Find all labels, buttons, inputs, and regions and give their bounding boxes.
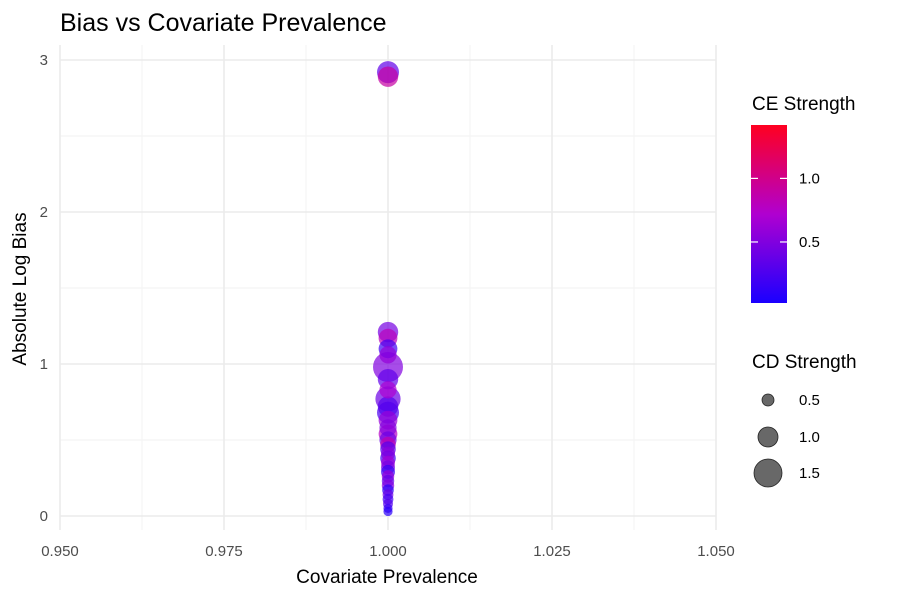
size-legend-key bbox=[753, 458, 783, 488]
color-legend: CE Strength 0.5 1.0 bbox=[751, 94, 856, 303]
data-points bbox=[373, 61, 403, 517]
size-legend-title: CD Strength bbox=[752, 352, 857, 373]
color-legend-label: 1.0 bbox=[799, 170, 820, 187]
y-axis-title: Absolute Log Bias bbox=[10, 212, 31, 365]
size-legend-label: 1.0 bbox=[799, 429, 820, 446]
color-legend-ticks: 0.5 1.0 bbox=[751, 170, 820, 251]
y-tick-label: 0 bbox=[40, 508, 48, 525]
size-legend-label: 0.5 bbox=[799, 392, 820, 409]
x-tick-label: 1.025 bbox=[533, 543, 571, 560]
x-tick-label: 0.950 bbox=[41, 543, 79, 560]
data-point bbox=[377, 66, 399, 87]
color-legend-bar bbox=[751, 125, 787, 303]
y-tick-label: 2 bbox=[40, 204, 48, 221]
size-legend-keys: 0.5 1.0 1.5 bbox=[753, 392, 820, 488]
color-legend-title: CE Strength bbox=[752, 94, 856, 115]
y-tick-label: 3 bbox=[40, 52, 48, 69]
size-legend-key bbox=[757, 426, 779, 448]
data-point bbox=[379, 419, 397, 437]
x-tick-label: 0.975 bbox=[205, 543, 243, 560]
x-tick-label: 1.050 bbox=[697, 543, 735, 560]
size-legend-key bbox=[761, 393, 775, 407]
x-tick-label: 1.000 bbox=[369, 543, 407, 560]
size-legend-label: 1.5 bbox=[799, 465, 820, 482]
data-point bbox=[383, 506, 393, 517]
x-axis-title: Covariate Prevalence bbox=[296, 567, 478, 588]
x-tick-labels: 0.950 0.975 1.000 1.025 1.050 bbox=[41, 543, 735, 560]
y-tick-labels: 0 1 2 3 bbox=[40, 52, 48, 525]
data-point bbox=[379, 381, 397, 399]
chart-title: Bias vs Covariate Prevalence bbox=[60, 9, 387, 37]
size-legend: CD Strength 0.5 1.0 1.5 bbox=[752, 352, 857, 488]
data-point bbox=[379, 346, 397, 364]
data-point bbox=[377, 396, 399, 417]
y-tick-label: 1 bbox=[40, 356, 48, 373]
color-legend-label: 0.5 bbox=[799, 234, 820, 251]
